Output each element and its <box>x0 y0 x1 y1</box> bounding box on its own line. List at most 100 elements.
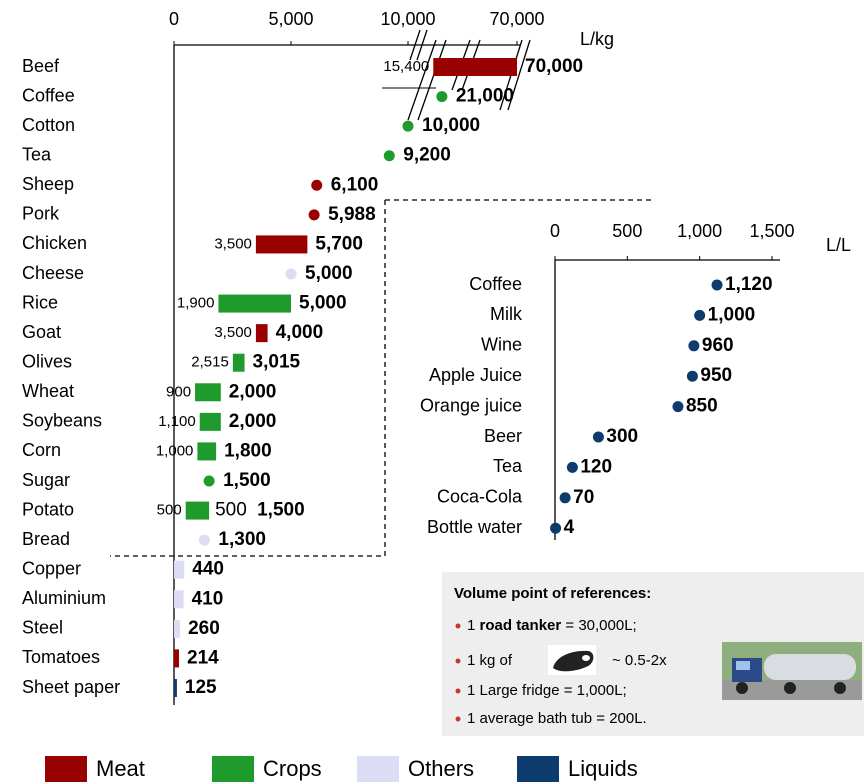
x-tick-label: 70,000 <box>489 9 544 29</box>
dot <box>198 534 210 546</box>
dot <box>672 401 684 413</box>
value-label: 1,000 <box>708 304 756 325</box>
category-label: Orange juice <box>420 395 522 415</box>
category-label: Wine <box>481 335 522 355</box>
bar <box>218 294 291 313</box>
category-label: Sugar <box>22 470 70 490</box>
low-label: 900 <box>166 383 191 400</box>
bar <box>199 412 221 431</box>
low-label: 3,500 <box>214 324 252 341</box>
dot <box>203 475 215 487</box>
category-label: Aluminium <box>22 588 106 608</box>
category-label: Apple Juice <box>429 365 522 385</box>
value-label: 2,000 <box>229 411 277 432</box>
legend-swatch <box>45 756 87 782</box>
bullets <box>455 623 461 722</box>
dot <box>566 461 578 473</box>
x-tick-label: 500 <box>612 221 642 241</box>
value-label: 21,000 <box>456 86 514 107</box>
dot <box>694 309 706 321</box>
value-label: 960 <box>702 335 734 356</box>
extra-label: 500 <box>215 500 247 521</box>
x-tick-label: 5,000 <box>268 9 313 29</box>
category-label: Steel <box>22 618 63 638</box>
x-tick-label: 10,000 <box>380 9 435 29</box>
legend-label: Others <box>408 756 474 781</box>
bar <box>255 324 268 343</box>
dot <box>688 340 700 352</box>
value-label: 1,120 <box>725 274 773 295</box>
x-tick-label: 1,000 <box>677 221 722 241</box>
legend-swatch <box>517 756 559 782</box>
unit-label: L/kg <box>580 29 614 49</box>
legend-swatch <box>357 756 399 782</box>
reference-item: 1 road tanker = 30,000L; <box>467 617 637 634</box>
legend-label: Liquids <box>568 756 638 781</box>
category-label: Coca-Cola <box>437 487 523 507</box>
value-label: 5,000 <box>299 293 347 314</box>
value-label: 70,000 <box>525 56 583 77</box>
category-label: Coffee <box>469 274 522 294</box>
dot <box>686 370 698 382</box>
value-label: 300 <box>606 426 638 447</box>
dot <box>550 522 562 534</box>
value-label: 10,000 <box>422 115 480 136</box>
reference-item: 1 Large fridge = 1,000L; <box>467 682 627 699</box>
low-label: 15,400 <box>383 58 429 75</box>
category-label: Bread <box>22 529 70 549</box>
reference-title: Volume point of references: <box>454 585 651 602</box>
value-label: 6,100 <box>331 174 379 195</box>
bar <box>232 353 245 372</box>
low-label: 3,500 <box>214 235 252 252</box>
value-label: 1,300 <box>218 529 266 550</box>
reference-item: 1 kg of <box>467 652 513 669</box>
x-tick-label: 0 <box>550 221 560 241</box>
dot <box>559 492 571 504</box>
low-label: 500 <box>157 502 182 519</box>
value-label: 5,000 <box>305 263 353 284</box>
value-label: 260 <box>188 618 220 639</box>
value-label: 850 <box>686 396 718 417</box>
category-label: Beef <box>22 56 60 76</box>
low-label: 1,100 <box>158 413 196 430</box>
value-label: 125 <box>185 677 217 698</box>
bar <box>185 501 210 520</box>
bar <box>174 590 184 609</box>
bar <box>174 619 181 638</box>
category-label: Pork <box>22 204 60 224</box>
dot <box>285 268 297 280</box>
category-label: Chicken <box>22 233 87 253</box>
category-label: Sheet paper <box>22 677 120 697</box>
category-label: Soybeans <box>22 411 102 431</box>
category-label: Goat <box>22 322 61 342</box>
value-label: 2,000 <box>229 381 277 402</box>
category-label: Sheep <box>22 174 74 194</box>
bar <box>195 383 221 402</box>
dashed-frame <box>110 200 386 557</box>
reference-item: ~ 0.5-2x <box>612 652 667 669</box>
bar <box>174 560 185 579</box>
value-label: 9,200 <box>403 145 451 166</box>
value-label: 410 <box>192 588 224 609</box>
category-label: Bottle water <box>427 517 522 537</box>
text: = 30,000L; <box>565 617 636 634</box>
value-label: 440 <box>192 559 224 580</box>
low-label: 2,515 <box>191 354 229 371</box>
low-label: 1,000 <box>156 442 194 459</box>
value-label: 4,000 <box>276 322 324 343</box>
bar <box>174 649 180 668</box>
category-label: Cotton <box>22 115 75 135</box>
category-label: Corn <box>22 440 61 460</box>
dot <box>311 179 323 191</box>
category-label: Beer <box>484 426 522 446</box>
dot <box>308 209 320 221</box>
steak-icon <box>548 645 596 675</box>
value-label: 950 <box>700 365 732 386</box>
truck-photo <box>722 642 862 700</box>
low-label: 1,900 <box>177 295 215 312</box>
x-tick-label: 0 <box>169 9 179 29</box>
category-label: Milk <box>490 304 523 324</box>
dot <box>592 431 604 443</box>
category-label: Copper <box>22 558 81 578</box>
